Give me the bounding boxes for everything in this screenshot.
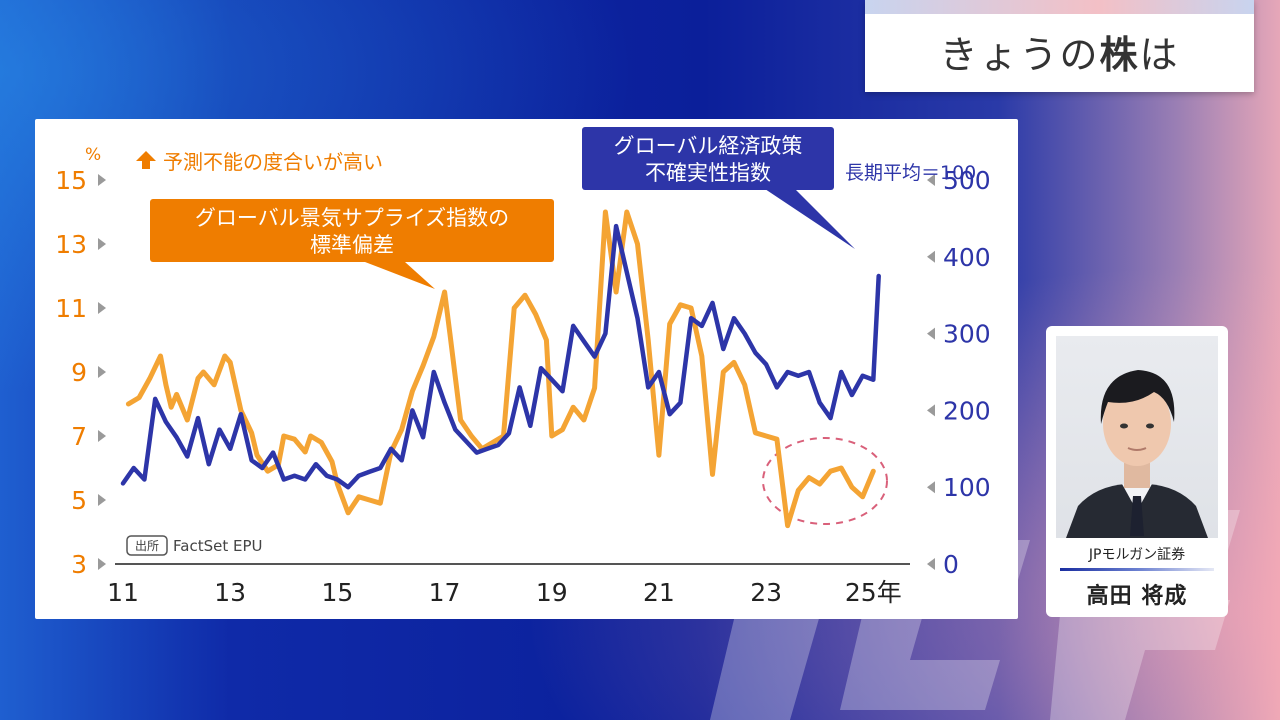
up-arrow-icon bbox=[136, 151, 156, 169]
x-tick-label-5: 21 bbox=[643, 578, 675, 607]
x-tick-label-2: 15 bbox=[321, 578, 353, 607]
guest-company: JPモルガン証券 bbox=[1088, 547, 1186, 563]
left-tick-marker-1 bbox=[98, 494, 106, 506]
right-tick-label-5: 500 bbox=[943, 166, 991, 195]
right-tick-marker-2 bbox=[927, 404, 935, 417]
right-tick-marker-1 bbox=[927, 481, 935, 494]
source-text: FactSet EPU bbox=[173, 537, 262, 555]
guest-name: 高田 将成 bbox=[1086, 584, 1188, 609]
left-tick-label-5: 13 bbox=[55, 230, 87, 259]
title-top-strip bbox=[865, 0, 1254, 14]
highlight-ellipse bbox=[762, 437, 888, 525]
callout-box bbox=[150, 199, 554, 262]
source-label: 出所 FactSet EPU bbox=[126, 535, 262, 556]
right-tick-label-3: 300 bbox=[943, 320, 991, 349]
right-axis-note: 長期平均＝100 bbox=[845, 162, 976, 184]
dual-axis-line-chart: 3 5 7 9 11 13 15 0 100 200 300 400 500 11 13 15 17 19 21… bbox=[55, 127, 991, 607]
guest-card: JPモルガン証券 高田 将成 bbox=[1046, 326, 1228, 617]
series-line-surprise-stdev bbox=[125, 209, 876, 529]
left-tick-label-1: 5 bbox=[71, 486, 87, 515]
x-tick-label-3: 17 bbox=[429, 578, 461, 607]
source-badge-box bbox=[126, 535, 168, 556]
right-tick-marker-3 bbox=[927, 327, 935, 340]
guest-portrait bbox=[1066, 370, 1208, 538]
left-tick-marker-3 bbox=[98, 366, 106, 378]
x-tick-label-1: 13 bbox=[214, 578, 246, 607]
callout-pointer bbox=[365, 262, 435, 289]
left-tick-label-0: 3 bbox=[71, 550, 87, 579]
callout-text-line1: グローバル景気サプライズ指数の bbox=[195, 206, 509, 230]
title-suffix: は bbox=[1139, 33, 1180, 77]
source-badge-text: 出所 bbox=[135, 539, 159, 553]
right-tick-label-1: 100 bbox=[943, 473, 991, 502]
program-title-box: きょうの株は bbox=[865, 0, 1254, 92]
callout-text-line2: 標準偏差 bbox=[310, 233, 394, 257]
right-tick-marker-0 bbox=[927, 558, 935, 570]
company-underline bbox=[1060, 568, 1214, 571]
left-tick-marker-2 bbox=[98, 430, 106, 442]
left-tick-label-4: 11 bbox=[55, 294, 87, 323]
x-tick-label-4: 19 bbox=[536, 578, 568, 607]
left-tick-marker-0 bbox=[98, 558, 106, 570]
right-tick-label-4: 400 bbox=[943, 243, 991, 272]
callout-pointer bbox=[765, 189, 855, 249]
chart-card: 3 5 7 9 11 13 15 0 100 200 300 400 500 11 13 15 17 19 21… bbox=[35, 119, 1018, 619]
callout-surprise-stdev: グローバル景気サプライズ指数の 標準偏差 bbox=[150, 199, 554, 289]
callout-text-line2: 不確実性指数 bbox=[645, 161, 771, 185]
left-tick-label-6: 15 bbox=[55, 166, 87, 195]
callout-box bbox=[582, 127, 834, 190]
left-tick-label-3: 9 bbox=[71, 358, 87, 387]
x-tick-label-0: 11 bbox=[107, 578, 139, 607]
right-tick-marker-4 bbox=[927, 250, 935, 263]
x-tick-label-6: 23 bbox=[750, 578, 782, 607]
guest-photo bbox=[1056, 336, 1218, 538]
title-emphasis: 株 bbox=[1099, 33, 1140, 77]
left-tick-label-2: 7 bbox=[71, 422, 87, 451]
callout-text-line1: グローバル経済政策 bbox=[614, 134, 803, 158]
direction-note: 予測不能の度合いが高い bbox=[136, 150, 383, 174]
program-title: きょうの株は bbox=[865, 24, 1254, 79]
callout-policy-uncertainty: グローバル経済政策 不確実性指数 bbox=[582, 127, 855, 249]
series-line-policy-uncertainty bbox=[120, 223, 881, 490]
title-prefix: きょうの bbox=[939, 33, 1100, 77]
direction-note-text: 予測不能の度合いが高い bbox=[163, 150, 383, 174]
right-tick-label-0: 0 bbox=[943, 550, 959, 579]
right-tick-marker-5 bbox=[927, 174, 935, 186]
left-tick-marker-4 bbox=[98, 302, 106, 314]
x-tick-label-7: 25年 bbox=[845, 578, 902, 607]
left-tick-marker-6 bbox=[98, 174, 106, 186]
right-tick-label-2: 200 bbox=[943, 396, 991, 425]
left-axis-unit: % bbox=[85, 145, 101, 165]
left-tick-marker-5 bbox=[98, 238, 106, 250]
